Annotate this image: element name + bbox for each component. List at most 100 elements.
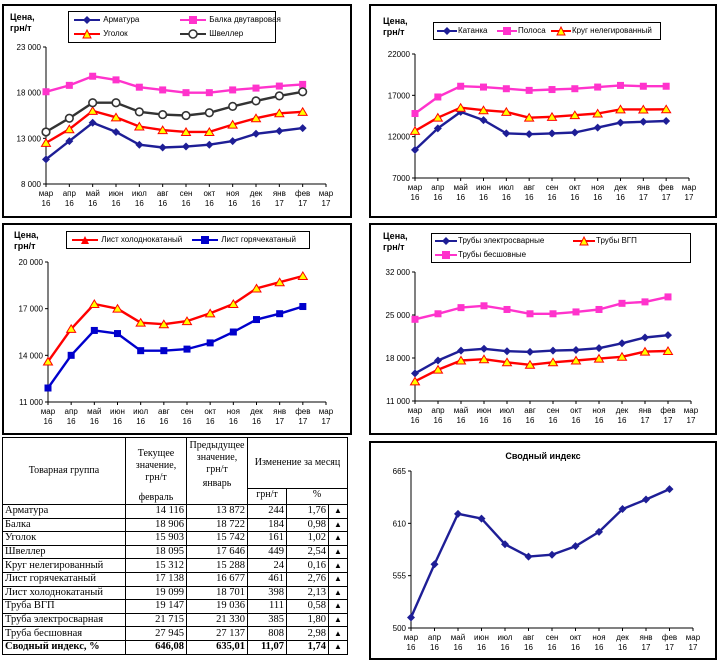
data-point [637, 104, 649, 114]
x-tick-label-month: фев [660, 406, 675, 415]
data-point [297, 106, 309, 116]
row-current: 19 099 [125, 585, 187, 601]
data-point [526, 347, 534, 356]
row-change-pct: 1,80 [286, 612, 329, 628]
x-tick-label-month: июн [474, 633, 489, 642]
x-tick-label-year: 16 [65, 199, 74, 208]
data-point [570, 128, 579, 137]
x-tick-label-year: 17 [275, 199, 284, 208]
row-change-abs: 808 [247, 626, 287, 641]
data-point [593, 123, 602, 132]
data-point [434, 310, 442, 318]
trend-up-icon: ▲ [328, 599, 348, 614]
series-line [414, 295, 669, 321]
series-line [414, 349, 669, 383]
row-name: Сводный индекс, % [2, 639, 126, 655]
table-row: Уголок 15 903 15 742 161 1,02 ▲ [2, 531, 348, 546]
data-point [228, 137, 237, 146]
data-point [227, 299, 239, 308]
x-tick-label-month: апр [431, 183, 445, 192]
data-point [523, 112, 535, 122]
data-point [526, 310, 534, 318]
data-point [135, 317, 147, 327]
row-previous: 18 701 [186, 585, 248, 601]
legend-square-marker [180, 15, 206, 24]
row-change-abs: 449 [247, 544, 287, 560]
x-tick-label-month: май [85, 189, 99, 198]
trend-up-icon: ▲ [328, 612, 348, 628]
x-tick-label-year: 16 [572, 416, 581, 425]
row-name: Круг нелегированный [2, 558, 126, 573]
x-tick-label-year: 16 [502, 193, 511, 202]
x-tick-label-month: дек [250, 407, 263, 416]
data-point [88, 299, 100, 308]
x-tick-label-year: 16 [457, 416, 466, 425]
data-point [503, 305, 511, 313]
x-tick-label-month: июл [132, 189, 147, 198]
chart-legend: Арматура Балка двутавровая Уголок Швелле… [68, 11, 281, 43]
legend-triangle-marker [573, 235, 595, 246]
row-previous: 15 742 [186, 531, 248, 546]
x-tick-label-month: июн [110, 407, 125, 416]
x-tick-label-year: 16 [434, 416, 443, 425]
data-point [411, 110, 419, 118]
data-point [251, 96, 261, 106]
row-change-pct: 2,76 [286, 571, 329, 587]
x-tick-label-year: 16 [526, 416, 535, 425]
row-name: Арматура [2, 504, 126, 519]
data-point [40, 137, 52, 147]
x-tick-label-month: сен [180, 189, 193, 198]
x-tick-label-month: авг [158, 407, 170, 416]
x-tick-label-year: 16 [411, 416, 420, 425]
data-point [89, 72, 97, 80]
data-point [112, 303, 123, 313]
data-point [432, 364, 444, 374]
line-chart: 500555610665мар16апр16май16июн16июл16авг… [393, 467, 701, 652]
row-name: Труба ВГП [2, 599, 126, 614]
x-tick-label-month: сен [546, 183, 559, 192]
x-tick-label-month: июл [499, 183, 514, 192]
series-line [45, 121, 303, 161]
data-point [616, 118, 625, 127]
data-point [114, 330, 121, 338]
chart-legend: Катанка Полоса Круг нелегированный [433, 22, 661, 40]
row-name: Уголок [2, 531, 126, 546]
x-tick-label-month: окт [569, 183, 581, 192]
data-point [502, 129, 511, 138]
data-point [478, 105, 489, 115]
x-tick-label-year: 17 [685, 193, 694, 202]
row-change-abs: 398 [247, 585, 287, 601]
x-tick-label-month: дек [616, 406, 629, 415]
row-change-abs: 11,07 [247, 639, 287, 655]
x-tick-label-month: фев [662, 633, 677, 642]
data-point [299, 80, 307, 88]
data-point [44, 384, 52, 392]
trend-up-icon: ▲ [328, 544, 348, 560]
legend-triangle-marker [72, 235, 98, 244]
data-point [157, 125, 169, 135]
data-point [594, 83, 602, 91]
x-tick-label-year: 16 [430, 643, 439, 652]
data-point [41, 127, 51, 137]
data-point [548, 550, 556, 559]
data-point [642, 495, 650, 504]
legend-item: Лист горячекатаный [191, 233, 296, 246]
data-point [503, 347, 511, 356]
x-tick-label-month: апр [63, 189, 77, 198]
data-point [595, 527, 603, 536]
x-tick-label-year: 17 [298, 417, 307, 426]
row-previous: 27 137 [186, 626, 248, 641]
x-tick-label-year: 17 [664, 416, 673, 425]
chart-legend: Трубы электросварные Трубы ВГП Трубы бес… [431, 233, 691, 263]
line-chart: 7000120001700022000мар16апр16май16июн16и… [388, 50, 697, 202]
x-tick-label-month: апр [431, 406, 445, 415]
x-tick-label-year: 16 [252, 417, 261, 426]
x-tick-label-year: 16 [206, 417, 215, 426]
data-point [618, 299, 626, 307]
x-tick-label-year: 16 [477, 643, 486, 652]
data-point [480, 83, 487, 91]
data-point [65, 81, 73, 89]
data-point [524, 552, 533, 561]
data-point [524, 359, 536, 369]
data-point [298, 124, 307, 133]
